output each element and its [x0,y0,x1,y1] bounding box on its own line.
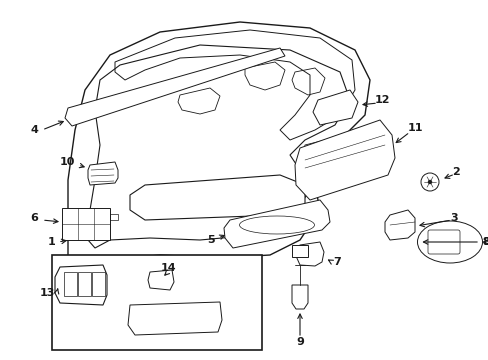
Ellipse shape [417,221,482,263]
Text: 8: 8 [481,237,488,247]
Polygon shape [65,48,285,126]
Text: 1: 1 [47,237,55,247]
Polygon shape [312,90,357,125]
Polygon shape [55,265,107,305]
Text: 9: 9 [295,337,304,347]
FancyBboxPatch shape [52,255,262,350]
Polygon shape [295,242,324,266]
Polygon shape [128,302,222,335]
Text: 5: 5 [207,235,215,245]
Polygon shape [68,22,369,285]
Circle shape [427,180,431,184]
Text: 4: 4 [30,125,38,135]
Text: 7: 7 [332,257,340,267]
Polygon shape [384,210,414,240]
Text: 13: 13 [40,288,55,298]
Polygon shape [294,120,394,200]
Text: 10: 10 [60,157,75,167]
Polygon shape [291,245,307,257]
Polygon shape [148,270,174,290]
Circle shape [420,173,438,191]
Text: 11: 11 [407,123,423,133]
Text: 3: 3 [449,213,457,223]
Text: 8: 8 [481,237,488,247]
Text: 14: 14 [160,263,176,273]
Text: 12: 12 [374,95,390,105]
Polygon shape [88,162,118,185]
Polygon shape [291,285,307,309]
Text: 2: 2 [451,167,459,177]
Polygon shape [224,200,329,248]
Polygon shape [130,175,305,220]
Text: 6: 6 [30,213,38,223]
FancyBboxPatch shape [62,208,110,240]
